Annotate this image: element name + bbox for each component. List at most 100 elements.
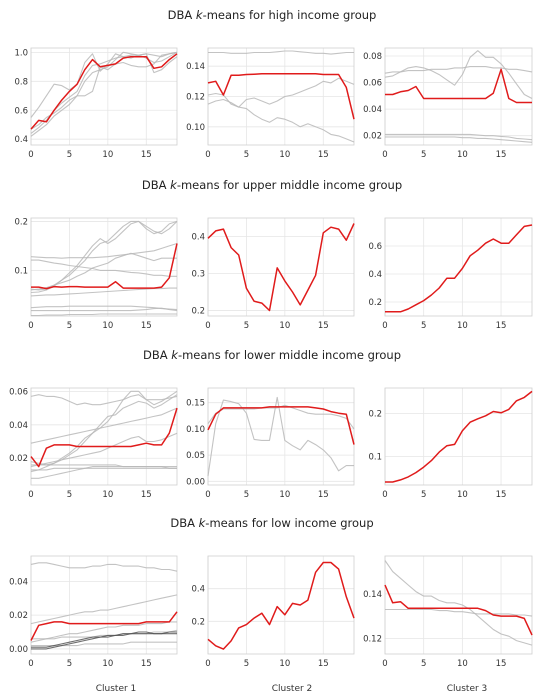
panel-lower-middle-income-cluster-2-xtick-label: 10 [279, 490, 290, 500]
panel-upper-middle-income-cluster-2: 0 5 10 15 0.2 0.3 0.4 [191, 217, 355, 331]
panel-low-income-cluster-1-centroid-line [30, 611, 178, 641]
panel-high-income-cluster-1-centroid-line [30, 53, 178, 130]
panel-high-income-cluster-3-ytick-label: 0.08 [363, 52, 382, 62]
panel-upper-middle-income-cluster-1-member-line [30, 220, 178, 291]
panel-high-income-cluster-3-ytick-label: 0.04 [363, 105, 382, 115]
cluster-label-2: Cluster 2 [272, 684, 313, 694]
panel-lower-middle-income-cluster-3-frame [384, 387, 533, 486]
panel-low-income-cluster-3: 0 5 10 15 0.12 0.14 [363, 555, 533, 669]
panel-low-income-cluster-1-frame [30, 555, 178, 655]
panel-low-income-cluster-1-xtick-label: 15 [141, 659, 152, 669]
panel-low-income-cluster-1-ytick-label: 0.02 [9, 611, 28, 621]
panel-upper-middle-income-cluster-2-xtick-label: 15 [318, 321, 329, 331]
panel-upper-middle-income-cluster-1-member-line [31, 259, 177, 277]
panel-high-income-cluster-3-member-line [385, 133, 533, 141]
panel-low-income-cluster-1-ytick-label: 0.04 [9, 577, 28, 587]
panels: 0 5 10 150.40.60.81.00 5 10 150.100.120.140 5 10… [9, 47, 533, 669]
panel-upper-middle-income-cluster-2-xtick-label: 0 [205, 321, 210, 331]
group-title-low-income: DBA k-means for low income group [170, 516, 373, 530]
panel-low-income-cluster-3-ytick-label: 0.14 [363, 590, 382, 600]
panel-low-income-cluster-1-member-line [30, 562, 178, 572]
panel-high-income-cluster-1-xtick-label: 5 [67, 150, 72, 160]
panel-lower-middle-income-cluster-2-xtick-label: 5 [244, 490, 249, 500]
panel-high-income-cluster-3-centroid-line [385, 68, 532, 104]
panel-lower-middle-income-cluster-1-ytick-label: 0.06 [9, 387, 28, 397]
panel-high-income-cluster-3-ytick-label: 0.02 [363, 132, 382, 142]
panel-upper-middle-income-cluster-1-xtick-label: 5 [67, 321, 72, 331]
panel-low-income-cluster-3-xtick-label: 0 [382, 659, 387, 669]
panel-high-income-cluster-2-member-line [208, 50, 354, 55]
panel-high-income-cluster-1-xtick-label: 0 [28, 150, 33, 160]
panel-upper-middle-income-cluster-1-ytick-label: 0.2 [14, 217, 28, 227]
panel-lower-middle-income-cluster-1-member-line [30, 394, 178, 406]
panel-high-income-cluster-1-ytick-label: 0.4 [14, 135, 28, 145]
panel-high-income-cluster-3-xtick-label: 5 [421, 150, 426, 160]
group-title-high-income: DBA k-means for high income group [168, 8, 377, 22]
panel-low-income-cluster-3-xtick-label: 10 [457, 659, 468, 669]
panel-high-income-cluster-1-member-line [30, 53, 178, 118]
panel-upper-middle-income-cluster-2-centroid-line [207, 223, 355, 312]
panel-high-income-cluster-3-member-line [384, 50, 533, 99]
panel-upper-middle-income-cluster-2-ytick-label: 0.3 [191, 269, 205, 279]
panel-low-income-cluster-2-ytick-label: 0.4 [191, 585, 205, 595]
panel-high-income-cluster-1-member-line [30, 51, 178, 134]
panel-lower-middle-income-cluster-1-ytick-label: 0.02 [9, 454, 28, 464]
panel-upper-middle-income-cluster-1-member-line [30, 287, 177, 297]
panel-lower-middle-income-cluster-3-xtick-label: 0 [382, 490, 387, 500]
panel-high-income-cluster-1-ytick-label: 0.8 [14, 77, 28, 87]
panel-low-income-cluster-2-xtick-label: 5 [244, 659, 249, 669]
panel-low-income-cluster-2: 0 5 10 15 0.2 0.4 [191, 555, 355, 669]
panel-low-income-cluster-1-ytick-label: 0.00 [9, 645, 28, 655]
panel-upper-middle-income-cluster-1-xtick-label: 15 [141, 321, 152, 331]
panel-upper-middle-income-cluster-1-ytick-label: 0.1 [14, 266, 28, 276]
panel-high-income-cluster-1-frame [30, 47, 178, 146]
panel-lower-middle-income-cluster-3-centroid-line [385, 390, 533, 483]
panel-high-income-cluster-3: 0 5 10 15 0.02 0.04 0.06 0.08 [363, 47, 533, 160]
panel-low-income-cluster-2-centroid-line [207, 561, 355, 650]
panel-lower-middle-income-cluster-1-xtick-label: 0 [28, 490, 33, 500]
panel-high-income-cluster-3-xtick-label: 0 [382, 150, 387, 160]
panel-low-income-cluster-1-member-line [31, 633, 177, 650]
panel-upper-middle-income-cluster-1-member-line [30, 305, 178, 311]
panel-lower-middle-income-cluster-3-ytick-label: 0.2 [368, 410, 382, 420]
panel-upper-middle-income-cluster-3-ytick-label: 0.2 [368, 298, 382, 308]
panel-upper-middle-income-cluster-3-xtick-label: 0 [382, 321, 387, 331]
group-title-lower-middle-income: DBA k-means for lower middle income grou… [143, 348, 401, 362]
panel-upper-middle-income-cluster-3-xtick-label: 5 [421, 321, 426, 331]
panel-lower-middle-income-cluster-1-xtick-label: 15 [141, 490, 152, 500]
panel-high-income-cluster-2-xtick-label: 5 [244, 150, 249, 160]
panel-high-income-cluster-2-xtick-label: 10 [279, 150, 290, 160]
panel-high-income-cluster-3-frame [384, 47, 533, 146]
panel-high-income-cluster-3-xtick-label: 15 [496, 150, 507, 160]
panel-high-income-cluster-2-frame [207, 47, 355, 146]
panel-upper-middle-income-cluster-2-ytick-label: 0.2 [191, 306, 205, 316]
panel-lower-middle-income-cluster-1-frame [30, 387, 178, 486]
panel-upper-middle-income-cluster-3-ytick-label: 0.4 [368, 270, 382, 280]
panel-low-income-cluster-1-xtick-label: 5 [67, 659, 72, 669]
panel-lower-middle-income-cluster-2-member-line [207, 396, 354, 477]
panel-low-income-cluster-1-xtick-label: 10 [102, 659, 113, 669]
panel-lower-middle-income-cluster-2-frame [207, 387, 355, 486]
panel-lower-middle-income-cluster-1-member-line [30, 390, 178, 466]
panel-lower-middle-income-cluster-3: 0 5 10 15 0.1 0.2 [368, 387, 533, 500]
panel-low-income-cluster-3-frame [384, 555, 533, 655]
panel-high-income-cluster-1-xtick-label: 10 [102, 150, 113, 160]
panel-high-income-cluster-2-xtick-label: 15 [318, 150, 329, 160]
panel-lower-middle-income-cluster-1-member-line [30, 432, 178, 468]
panel-high-income-cluster-2: 0 5 10 15 0.10 0.12 0.14 [186, 47, 355, 160]
panel-upper-middle-income-cluster-1-member-line [30, 252, 177, 291]
panel-high-income-cluster-1-member-line [30, 51, 178, 137]
panel-low-income-cluster-1-xtick-label: 0 [28, 659, 33, 669]
panel-high-income-cluster-2-ytick-label: 0.14 [186, 62, 205, 72]
panel-lower-middle-income-cluster-3-ytick-label: 0.1 [368, 452, 382, 462]
panel-upper-middle-income-cluster-2-frame [207, 217, 355, 317]
panel-low-income-cluster-2-xtick-label: 10 [279, 659, 290, 669]
panel-low-income-cluster-1-member-line [30, 594, 178, 625]
panel-upper-middle-income-cluster-2-xtick-label: 10 [279, 321, 290, 331]
panel-high-income-cluster-3-xtick-label: 10 [457, 150, 468, 160]
panel-upper-middle-income-cluster-1-xtick-label: 0 [28, 321, 33, 331]
panel-low-income-cluster-3-xtick-label: 15 [496, 659, 507, 669]
group-title-upper-middle-income: DBA k-means for upper middle income grou… [142, 178, 402, 192]
panel-upper-middle-income-cluster-1-member-line [31, 307, 178, 312]
